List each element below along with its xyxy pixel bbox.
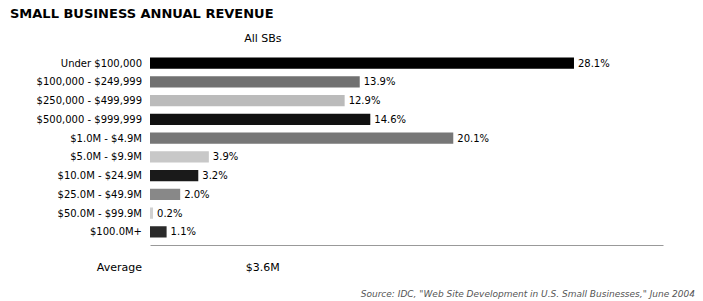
column-header: All SBs (244, 32, 282, 45)
data-labels: 28.1% 13.9% 12.9% 14.6% 20.1% 3.9% 3.2% 2.0%0.2… (157, 58, 610, 238)
bar (150, 114, 370, 125)
average-label: Average (97, 261, 142, 274)
bar (150, 151, 209, 162)
category-label: $50.0M - $99.9M (58, 208, 142, 219)
bar (150, 208, 153, 219)
category-label: $10.0M - $24.9M (58, 170, 142, 181)
data-label: 3.2% (202, 170, 227, 181)
x-axis-line (151, 245, 664, 246)
average-value: $3.6M (246, 261, 280, 274)
category-label: $250,000 - $499,999 (37, 95, 142, 106)
category-label: $100,000 - $249,999 (37, 76, 142, 87)
category-label: $500,000 - $999,999 (37, 114, 142, 125)
category-label: $25.0M - $49.9M (58, 189, 142, 200)
bar (150, 95, 345, 106)
x-axis (151, 245, 664, 246)
plot: 28.1% 13.9% 12.9% 14.6% 20.1% 3.9% 3.2% 2.0%0.2… (37, 58, 664, 246)
data-label: 28.1% (578, 58, 610, 69)
data-label: 14.6% (374, 114, 406, 125)
bar (150, 76, 360, 87)
title: SMALL BUSINESS ANNUAL REVENUE (10, 6, 274, 21)
category-label: $5.0M - $9.9M (70, 151, 142, 162)
bar (150, 170, 198, 181)
data-label: 0.2% (157, 208, 182, 219)
category-labels: Under $100,000 $100,000 - $249,999 $250,00… (37, 58, 142, 238)
chart: 28.1% 13.9% 12.9% 14.6% 20.1% 3.9% 3.2% 2.0%0.2… (0, 0, 703, 301)
category-label: $1.0M - $4.9M (70, 133, 142, 144)
data-label: 3.9% (213, 151, 238, 162)
data-label: 13.9% (364, 76, 396, 87)
bar (150, 226, 167, 237)
category-label: Under $100,000 (61, 58, 142, 69)
bar (150, 58, 574, 69)
bar (150, 133, 453, 144)
source: Source: IDC, "Web Site Development in U.… (361, 289, 696, 299)
data-label: 20.1% (457, 133, 489, 144)
bars (150, 58, 574, 238)
data-label: 1.1% (171, 226, 196, 237)
data-label: 12.9% (349, 95, 381, 106)
bar (150, 189, 180, 200)
category-label: $100.0M+ (90, 226, 142, 237)
data-label: 2.0% (184, 189, 209, 200)
